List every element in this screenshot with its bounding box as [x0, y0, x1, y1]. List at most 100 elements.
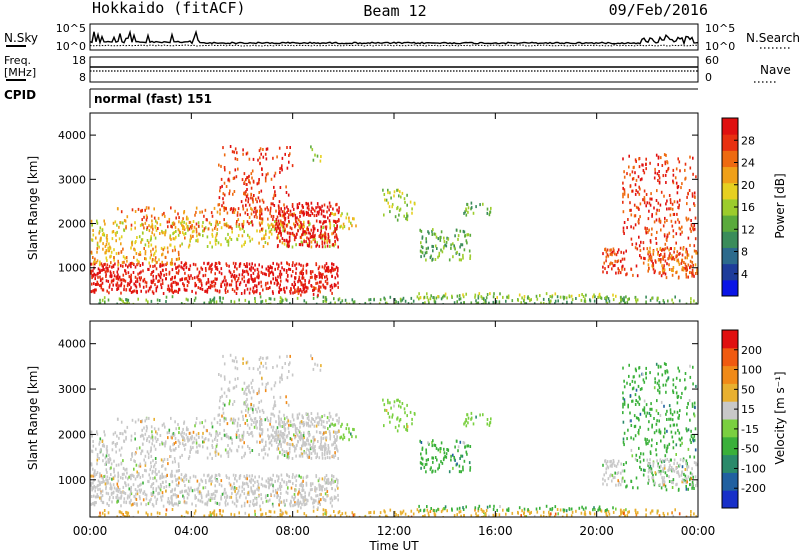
echo-cell — [123, 497, 126, 501]
echo-cell — [91, 276, 93, 280]
colorbar-tick-label: 16 — [741, 201, 755, 214]
echo-cell — [353, 217, 355, 221]
echo-cell — [235, 496, 238, 500]
echo-cell — [399, 418, 402, 421]
echo-cell — [133, 467, 135, 471]
echo-cell — [397, 301, 400, 304]
echo-cell — [603, 473, 605, 477]
echo-cell — [296, 289, 298, 293]
echo-cell — [321, 448, 324, 451]
echo-cell — [401, 402, 404, 405]
echo-cell — [232, 473, 235, 477]
echo-cell — [633, 214, 636, 218]
echo-cell — [301, 276, 303, 280]
echo-cell — [145, 257, 147, 261]
echo-cell — [663, 271, 665, 275]
echo-cell — [186, 496, 189, 500]
echo-cell — [672, 229, 675, 233]
echo-cell — [691, 268, 694, 272]
echo-cell — [144, 432, 147, 436]
echo-cell — [463, 422, 465, 426]
echo-cell — [106, 236, 108, 240]
echo-cell — [684, 168, 686, 172]
echo-cell — [178, 264, 180, 268]
echo-cell — [335, 233, 337, 237]
echo-cell — [123, 284, 126, 288]
echo-cell — [130, 223, 133, 227]
echo-cell — [472, 211, 475, 215]
echo-cell — [315, 262, 317, 266]
echo-cell — [206, 245, 209, 248]
echo-cell — [393, 400, 396, 404]
echo-cell — [631, 189, 634, 193]
echo-cell — [301, 502, 303, 506]
echo-cell — [208, 221, 211, 225]
echo-cell — [135, 498, 138, 501]
echo-cell — [329, 244, 331, 248]
echo-cell — [108, 453, 110, 457]
echo-cell — [620, 250, 622, 254]
echo-cell — [211, 228, 214, 232]
echo-cell — [423, 466, 426, 469]
echo-cell — [134, 210, 137, 213]
echo-cell — [326, 277, 329, 281]
echo-cell — [657, 252, 659, 256]
echo-cell — [317, 228, 319, 232]
echo-cell — [295, 479, 298, 483]
echo-cell — [672, 179, 674, 183]
echo-cell — [655, 237, 657, 240]
echo-cell — [664, 216, 666, 220]
echo-cell — [279, 269, 282, 273]
echo-cell — [216, 489, 218, 493]
echo-cell — [153, 463, 156, 467]
echo-cell — [189, 431, 192, 435]
echo-cell — [315, 456, 317, 460]
echo-cell — [115, 444, 117, 448]
echo-cell — [183, 264, 185, 268]
echo-cell — [298, 289, 300, 293]
echo-cell — [282, 221, 285, 225]
echo-cell — [655, 212, 658, 216]
echo-cell — [252, 499, 255, 502]
echo-cell — [125, 272, 127, 275]
echo-cell — [323, 203, 326, 207]
echo-cell — [285, 271, 288, 274]
echo-cell — [385, 198, 388, 202]
echo-cell — [232, 192, 234, 196]
echo-cell — [219, 221, 221, 224]
echo-cell — [295, 262, 298, 266]
echo-cell — [155, 499, 158, 503]
echo-cell — [274, 190, 276, 194]
echo-cell — [334, 430, 336, 434]
echo-cell — [146, 439, 148, 442]
echo-cell — [622, 251, 625, 255]
echo-cell — [295, 271, 297, 275]
echo-cell — [243, 487, 245, 491]
echo-cell — [196, 487, 198, 491]
echo-cell — [613, 460, 615, 464]
echo-cell — [258, 263, 260, 267]
echo-cell — [683, 261, 685, 264]
echo-cell — [693, 204, 696, 207]
echo-cell — [466, 444, 468, 448]
echo-cell — [136, 470, 138, 474]
echo-cell — [523, 295, 526, 298]
echo-cell — [300, 283, 303, 287]
echo-cell — [336, 481, 339, 485]
echo-cell — [146, 226, 149, 230]
echo-cell — [129, 262, 132, 266]
echo-cell — [130, 492, 133, 496]
echo-cell — [267, 217, 269, 221]
echo-cell — [258, 486, 260, 490]
echo-cell — [154, 236, 157, 240]
echo-cell — [279, 222, 282, 226]
echo-cell — [137, 297, 139, 301]
echo-cell — [279, 437, 281, 441]
echo-cell — [329, 221, 331, 225]
echo-cell — [336, 272, 338, 276]
echo-cell — [170, 474, 172, 478]
echo-cell — [584, 297, 586, 301]
echo-cell — [488, 423, 491, 427]
echo-cell — [398, 419, 401, 423]
echo-cell — [245, 152, 248, 156]
